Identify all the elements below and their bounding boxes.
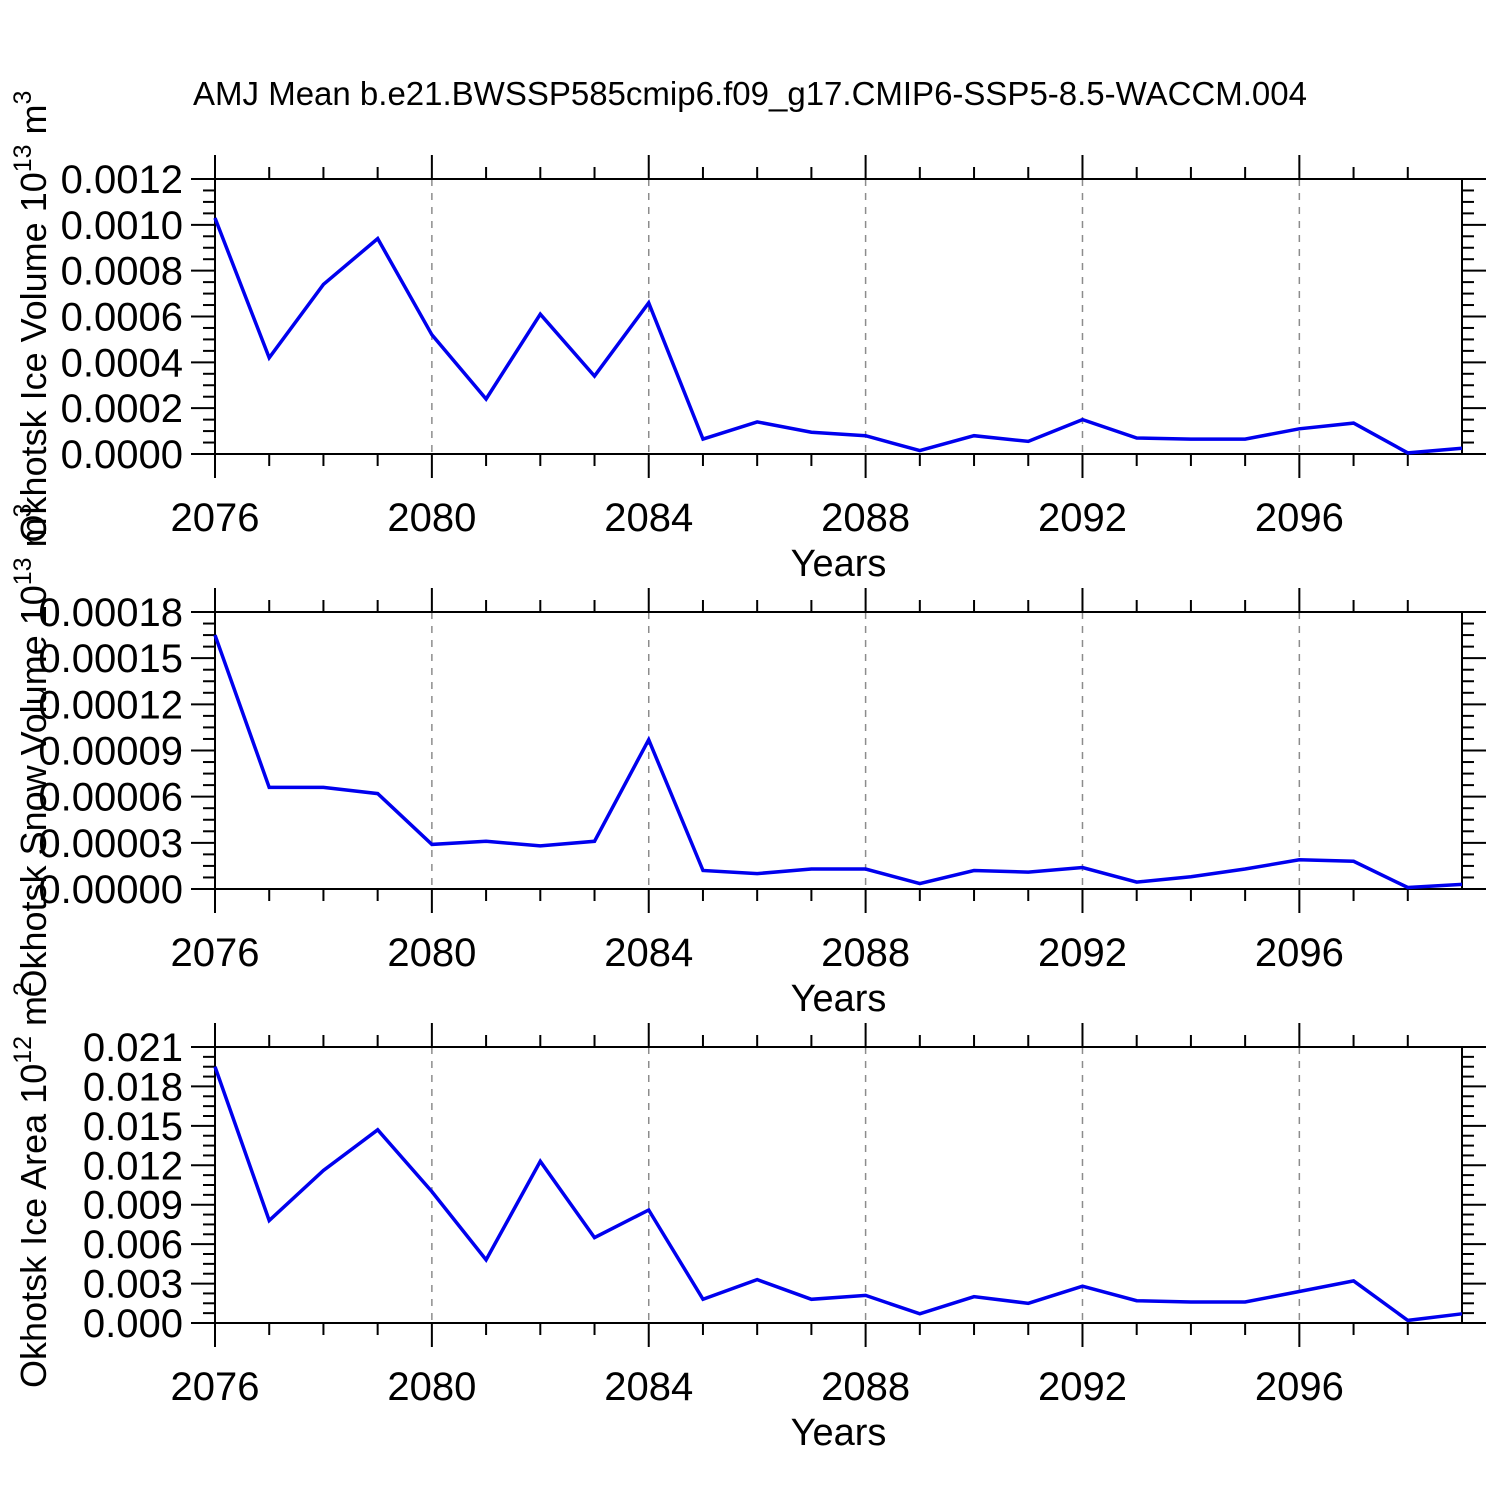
- x-tick-label: 2084: [604, 496, 693, 540]
- y-tick-label: 0.0008: [61, 250, 183, 294]
- y-tick-label: 0.00000: [38, 868, 183, 912]
- chart-okhotsk-ice-area: 0.0000.0030.0060.0090.0120.0150.0180.021…: [9, 982, 1486, 1454]
- x-tick-label: 2088: [821, 931, 910, 975]
- y-axis-title-unit-exponent: 2: [9, 982, 37, 996]
- y-tick-label: 0.00006: [38, 776, 183, 820]
- y-axis-title-unit-exponent: 3: [9, 504, 37, 518]
- data-line-okhotsk-ice-area: [213, 1066, 1463, 1323]
- y-axis-title: Okhotsk Ice Area 1012 m2: [9, 982, 54, 1388]
- y-axis-title-text: Okhotsk Snow Volume 10: [13, 585, 54, 997]
- y-tick-label: 0.0002: [61, 387, 183, 431]
- chart-okhotsk-ice-volume: 0.00000.00020.00040.00060.00080.00100.00…: [9, 91, 1486, 585]
- x-tick-label: 2076: [171, 496, 260, 540]
- y-axis-title-exponent: 12: [9, 1036, 37, 1064]
- x-tick-label: 2080: [387, 1365, 476, 1409]
- y-tick-label: 0.000: [83, 1302, 183, 1346]
- plot-box: [214, 178, 1463, 455]
- x-tick-label: 2076: [171, 1365, 260, 1409]
- data-line-okhotsk-ice-volume: [213, 217, 1463, 455]
- x-tick-label: 2092: [1038, 931, 1127, 975]
- y-tick-label: 0.00015: [38, 637, 183, 681]
- x-tick-label: 2084: [604, 1365, 693, 1409]
- x-axis-title: Years: [791, 543, 887, 585]
- x-tick-label: 2092: [1038, 1365, 1127, 1409]
- x-tick-label: 2096: [1255, 931, 1344, 975]
- y-tick-label: 0.0004: [61, 341, 183, 385]
- y-tick-label: 0.006: [83, 1223, 183, 1267]
- y-axis-title-unit: m: [13, 104, 54, 144]
- y-tick-label: 0.009: [83, 1184, 183, 1228]
- y-axis-title: Okhotsk Ice Volume 1013 m3: [9, 91, 54, 543]
- charts-container: 0.00000.00020.00040.00060.00080.00100.00…: [9, 91, 1486, 1454]
- y-tick-label: 0.0006: [61, 296, 183, 340]
- x-tick-label: 2080: [387, 496, 476, 540]
- plot-box: [214, 1046, 1463, 1324]
- x-tick-label: 2076: [171, 931, 260, 975]
- x-tick-label: 2092: [1038, 496, 1127, 540]
- y-tick-label: 0.00018: [38, 591, 183, 635]
- x-tick-label: 2096: [1255, 1365, 1344, 1409]
- y-tick-label: 0.0000: [61, 433, 183, 477]
- y-axis-title-unit: m: [13, 996, 54, 1036]
- y-axis-title: Okhotsk Snow Volume 1013 m3: [9, 504, 54, 998]
- y-axis-title-text: Okhotsk Ice Area 10: [13, 1064, 54, 1388]
- y-tick-label: 0.003: [83, 1263, 183, 1307]
- x-tick-label: 2080: [387, 931, 476, 975]
- y-tick-label: 0.021: [83, 1026, 183, 1070]
- y-tick-label: 0.00009: [38, 730, 183, 774]
- y-tick-label: 0.018: [83, 1065, 183, 1109]
- y-tick-label: 0.015: [83, 1105, 183, 1149]
- figure-title: AMJ Mean b.e21.BWSSP585cmip6.f09_g17.CMI…: [193, 75, 1307, 112]
- chart-okhotsk-snow-volume: 0.000000.000030.000060.000090.000120.000…: [9, 504, 1486, 1020]
- y-axis-title-exponent: 13: [9, 557, 37, 585]
- x-tick-label: 2088: [821, 1365, 910, 1409]
- y-axis-title-text: Okhotsk Ice Volume 10: [13, 172, 54, 542]
- y-axis-title-exponent: 13: [9, 144, 37, 172]
- x-axis-title: Years: [791, 1412, 887, 1454]
- y-tick-label: 0.00003: [38, 822, 183, 866]
- y-axis-title-unit-exponent: 3: [9, 91, 37, 105]
- x-tick-label: 2084: [604, 931, 693, 975]
- y-axis-title-unit: m: [13, 517, 54, 557]
- y-tick-label: 0.0010: [61, 204, 183, 248]
- x-tick-label: 2088: [821, 496, 910, 540]
- y-tick-label: 0.00012: [38, 683, 183, 727]
- y-tick-label: 0.0012: [61, 158, 183, 202]
- x-axis-title: Years: [791, 978, 887, 1020]
- y-tick-label: 0.012: [83, 1144, 183, 1188]
- x-tick-label: 2096: [1255, 496, 1344, 540]
- data-line-okhotsk-snow-volume: [213, 634, 1463, 890]
- plot-box: [214, 611, 1463, 890]
